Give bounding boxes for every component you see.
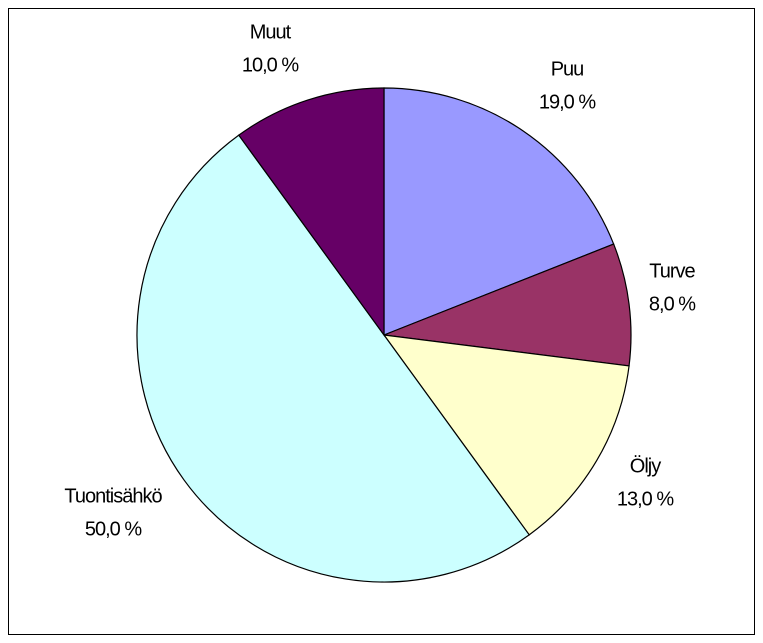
slice-value-label: 50,0 % [85,518,142,540]
slice-label: Turve [649,260,695,282]
slice-label: Puu [551,58,584,80]
pie-slice [383,243,632,367]
slice-value-label: 19,0 % [539,91,596,113]
pie-slice [136,134,531,583]
pie-slice [382,334,630,536]
slice-label: Muut [250,21,292,43]
pie-slice [237,87,385,337]
slice-value-label: 10,0 % [242,54,299,76]
slice-label: Tuontisähkö [64,485,162,507]
slice-value-label: 13,0 % [617,488,674,510]
slice-value-label: 8,0 % [649,293,696,315]
slice-label: Öljy [630,455,661,477]
pie-slice [383,87,615,336]
